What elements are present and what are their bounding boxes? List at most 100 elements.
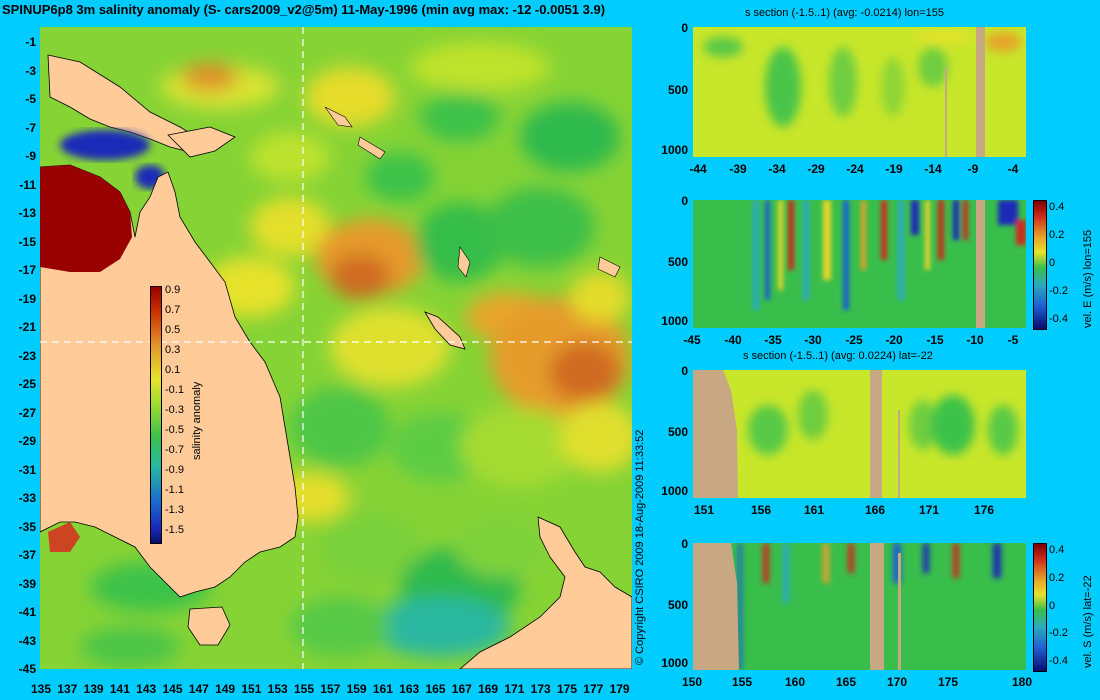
colorbar-tick-label: -0.7 <box>165 444 184 456</box>
colorbar-tick-label: -1.5 <box>165 524 184 536</box>
section1-x-tick: -39 <box>729 162 747 176</box>
colorbar-tick-label: 0.9 <box>165 284 181 296</box>
lon-tick-label: 155 <box>293 682 315 696</box>
lon-tick-label: 135 <box>30 682 52 696</box>
lat-tick-label: -29 <box>18 434 36 448</box>
colorbar-tick-label: 0.1 <box>165 364 181 376</box>
colorbar-tick-label: 0.3 <box>165 344 181 356</box>
lat-tick-label: -23 <box>18 348 36 363</box>
section2-x-tick: -30 <box>804 333 822 347</box>
lon-tick-label: 153 <box>267 682 288 696</box>
lon-tick-label: 165 <box>425 682 446 696</box>
colorbar-tick-label: 0.5 <box>165 324 181 336</box>
section1-x-tick: -29 <box>807 162 825 176</box>
lon-tick-label: 147 <box>188 682 209 696</box>
section4-plot <box>693 543 1026 670</box>
section3-subtitle: s section (-1.5..1) (avg: 0.0224) lat=-2… <box>743 350 933 362</box>
lat-tick-label: -15 <box>18 234 36 249</box>
section4-colorbar-tick: 0 <box>1049 599 1056 612</box>
section1-x-tick: -44 <box>689 162 707 176</box>
section1-x-tick: -24 <box>846 162 864 176</box>
section2-colorbar-tick: 0.4 <box>1049 201 1065 213</box>
section2-x-tick: -35 <box>764 333 782 347</box>
section2-plot <box>693 200 1026 328</box>
lat-tick-label: -35 <box>18 519 36 534</box>
lat-tick-label: -17 <box>18 263 36 277</box>
section3-x-tick: 156 <box>750 503 772 517</box>
lat-tick-label: -19 <box>18 291 36 306</box>
colorbar-tick-label: -1.3 <box>165 504 184 516</box>
section2-colorbar-tick: 0.2 <box>1049 229 1065 241</box>
section2-y-tick: 1000 <box>661 314 688 328</box>
lon-tick-label: 137 <box>57 682 78 696</box>
copyright-text: © Copyright CSIRO 2009 18-Aug-2009 11:33… <box>634 429 646 665</box>
section4-x-tick: 170 <box>886 675 908 689</box>
colorbar-tick-label: -0.1 <box>165 384 184 396</box>
map-colorbar-ticks: 0.9 0.7 0.5 0.3 0.1 -0.1 -0.3 -0.5 -0.7 -0.9 -1.1 -… <box>165 284 195 542</box>
section2-y-tick: 500 <box>667 255 688 269</box>
lon-tick-label: 151 <box>241 682 262 696</box>
lon-tick-label: 169 <box>478 682 499 696</box>
section1-x-tick: -4 <box>1007 162 1019 176</box>
section4-x-tick: 155 <box>731 675 753 689</box>
map-colorbar <box>150 286 162 544</box>
section2-colorbar-tick: -0.2 <box>1049 285 1068 297</box>
section2-colorbar-tick: -0.4 <box>1049 313 1068 325</box>
section3-x-tick: 161 <box>803 503 825 517</box>
figure-title: SPINUP6p8 3m salinity anomaly (S- cars20… <box>2 2 606 17</box>
lat-tick-label: -43 <box>18 633 36 648</box>
lat-tick-label: -3 <box>25 63 36 78</box>
lat-tick-label: -21 <box>18 320 36 334</box>
section4-y-tick: 0 <box>681 537 688 551</box>
salinity-field <box>40 27 632 669</box>
lat-tick-label: -37 <box>18 548 36 562</box>
lon-tick-label: 163 <box>399 682 420 696</box>
section4-x-tick: 175 <box>937 675 959 689</box>
lon-tick-label: 141 <box>109 682 130 696</box>
colorbar-tick-label: 0.7 <box>165 304 181 316</box>
section2-x-tick: -45 <box>683 333 701 347</box>
section2-x-tick: -15 <box>926 333 944 347</box>
section4-x-tick: 160 <box>784 675 806 689</box>
section2-y-tick: 0 <box>681 194 688 208</box>
section4-colorbar-tick: -0.2 <box>1049 627 1068 640</box>
colorbar-tick-label: -0.9 <box>165 464 184 476</box>
section1-x-tick: -34 <box>768 162 786 176</box>
section2-x-tick: -10 <box>966 333 984 347</box>
colorbar-tick-label: -1.1 <box>165 484 184 496</box>
section3-x-tick: 171 <box>918 503 940 517</box>
section3-plot <box>693 370 1026 498</box>
lon-tick-label: 157 <box>320 682 341 696</box>
section2-x-tick: -25 <box>845 333 863 347</box>
lat-tick-label: -9 <box>25 149 36 163</box>
section4-x-tick: 150 <box>681 675 703 689</box>
section1-y-tick: 500 <box>667 83 688 97</box>
lon-tick-label: 143 <box>136 682 157 696</box>
colorbar-tick-label: -0.5 <box>165 424 184 436</box>
section2-colorbar-label: vel. E (m/s) lon=155 <box>1082 229 1094 328</box>
section3-y-tick: 1000 <box>661 484 688 498</box>
lat-tick-label: -45 <box>18 662 36 676</box>
lat-tick-label: -13 <box>18 206 36 220</box>
section2-x-tick: -40 <box>724 333 742 347</box>
lon-tick-label: 177 <box>583 682 604 696</box>
lon-tick-label: 149 <box>215 682 236 696</box>
section2-x-tick: -20 <box>885 333 903 347</box>
lon-tick-label: 161 <box>372 682 393 696</box>
map-colorbar-label: salinity anomaly <box>191 381 203 460</box>
lon-tick-label: 159 <box>346 682 367 696</box>
section1-plot <box>693 27 1026 157</box>
lat-tick-label: -1 <box>25 35 36 49</box>
section1-subtitle: s section (-1.5..1) (avg: -0.0214) lon=1… <box>745 7 945 19</box>
section4-x-tick: 180 <box>1011 675 1033 689</box>
section4-colorbar-tick: 0.2 <box>1049 571 1065 584</box>
lon-tick-label: 167 <box>451 682 472 696</box>
lon-tick-label: 139 <box>83 682 104 696</box>
lat-tick-label: -31 <box>18 462 36 477</box>
lat-tick-label: -41 <box>18 605 36 619</box>
lon-tick-label: 171 <box>504 682 525 696</box>
section4-colorbar <box>1033 543 1047 672</box>
lat-tick-label: -39 <box>18 576 36 591</box>
lat-tick-label: -11 <box>19 177 36 192</box>
salinity-map <box>40 27 632 669</box>
